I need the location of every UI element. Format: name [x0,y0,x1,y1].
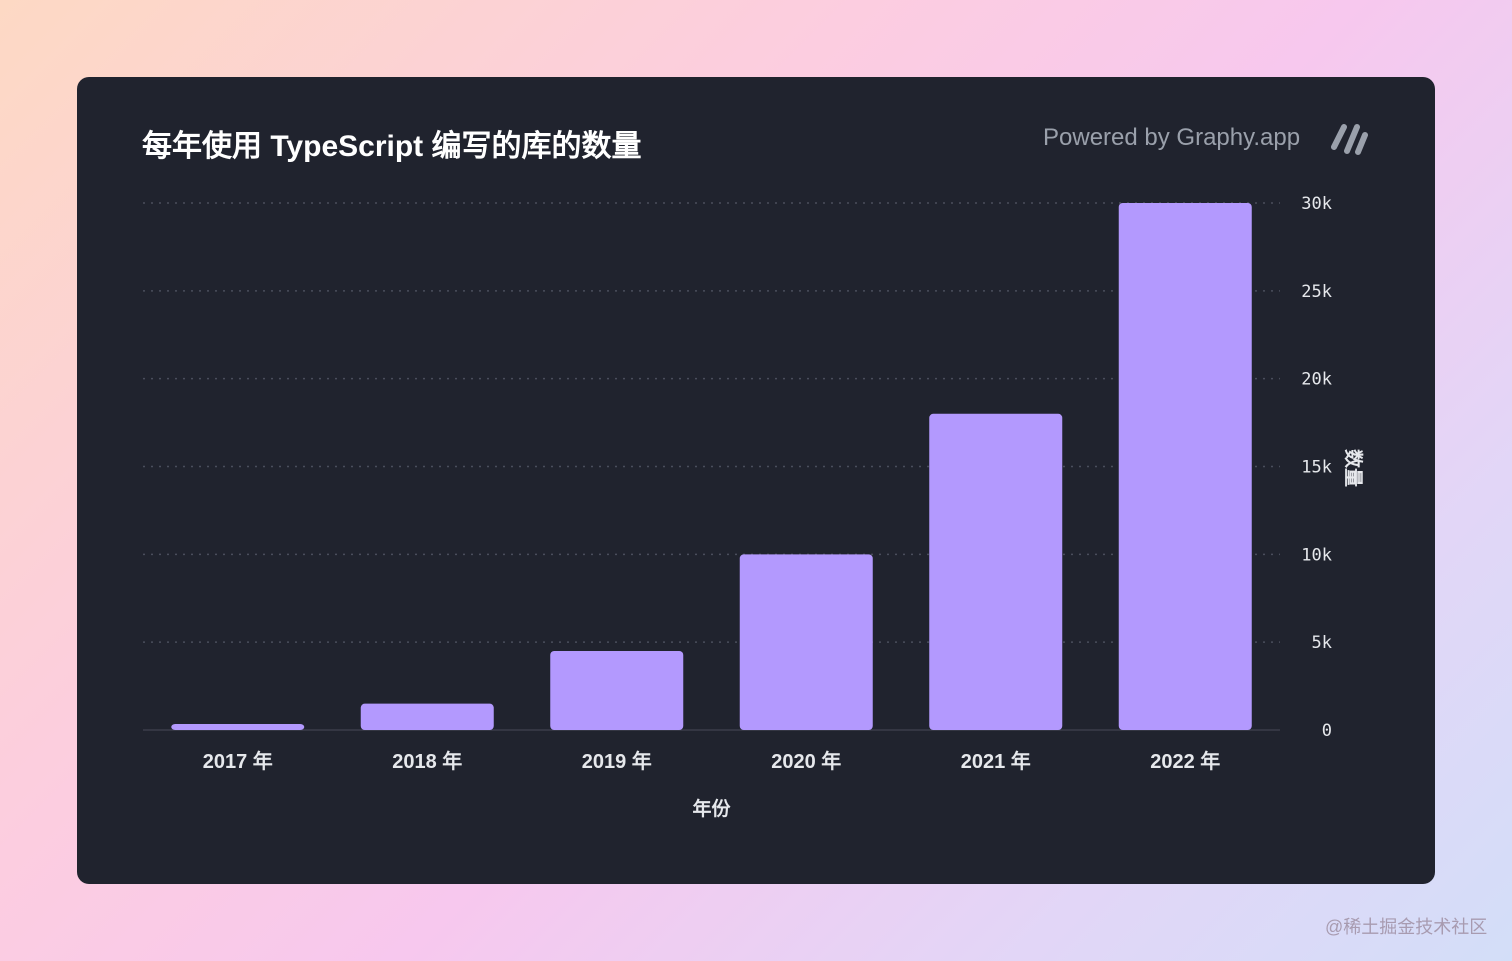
bar [171,724,305,730]
bar [739,554,873,730]
x-tick-label: 2021 年 [961,749,1031,773]
x-tick-label: 2018 年 [392,749,462,773]
y-tick-label: 30k [1301,194,1332,214]
chart-card: 每年使用 TypeScript 编写的库的数量 Powered by Graph… [77,77,1435,884]
x-tick-label: 2020 年 [771,749,841,773]
x-tick-label: 2017 年 [203,749,273,773]
chart-title: 每年使用 TypeScript 编写的库的数量 [142,130,642,163]
bar [360,703,494,730]
y-tick-label: 10k [1301,545,1332,565]
bar [929,413,1063,730]
y-axis-title: 数量 [1342,449,1365,487]
bar [550,650,684,730]
y-tick-label: 25k [1301,282,1332,302]
y-tick-label: 20k [1301,370,1332,390]
graphy-logo-icon[interactable] [1330,121,1368,157]
y-tick-label: 0 [1322,721,1332,741]
x-tick-label: 2022 年 [1150,749,1220,773]
bar [1118,203,1252,730]
x-tick-label: 2019 年 [582,749,652,773]
y-tick-label: 15k [1301,458,1332,478]
x-axis-title: 年份 [692,797,731,820]
y-tick-label: 5k [1312,633,1332,653]
watermark: @稀土掘金技术社区 [1325,917,1488,937]
powered-by-link[interactable]: Powered by Graphy.app [1043,124,1301,151]
bar-chart: 0 5k 10k 15k 20k 25k 30k 2017 年 2018 年 2019 年 2020… [143,194,1365,820]
